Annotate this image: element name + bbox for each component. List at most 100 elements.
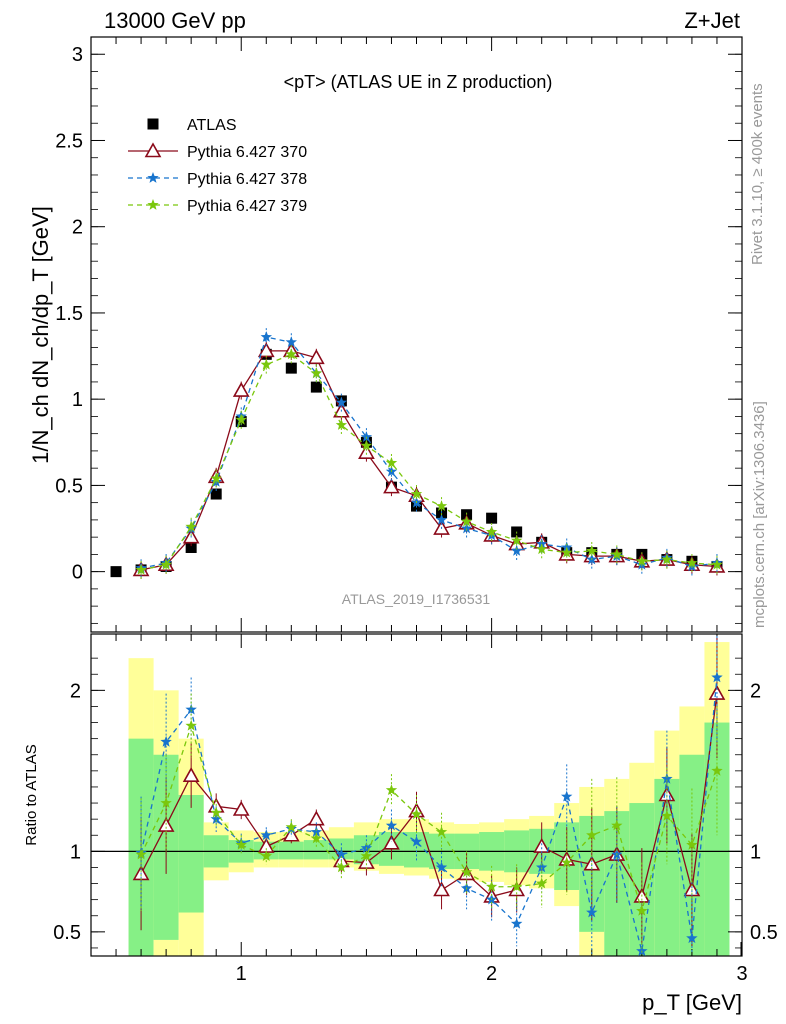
ratio-point <box>310 826 323 837</box>
ratio-point <box>686 838 698 850</box>
ratio-point <box>383 834 400 850</box>
data-point <box>358 444 375 459</box>
ratio-point <box>460 866 473 878</box>
data-point <box>510 534 523 546</box>
x-tick-label: 1 <box>236 963 247 985</box>
main-x-axis-ticks <box>115 37 718 632</box>
ratio-point <box>561 790 573 802</box>
data-point <box>360 431 373 442</box>
series-line <box>140 336 718 569</box>
data-point <box>485 529 498 541</box>
data-point <box>260 358 272 370</box>
legend-label: Pythia 6.427 379 <box>187 198 307 215</box>
data-point <box>210 488 222 500</box>
data-point <box>435 513 448 525</box>
x-tick-label: 3 <box>736 963 747 985</box>
ratio-point <box>160 797 172 808</box>
data-point <box>235 413 247 425</box>
data-point <box>285 362 297 374</box>
ratio-y-tick-label: 0.5 <box>53 922 81 944</box>
ratio-point <box>711 671 723 683</box>
data-point <box>686 560 698 572</box>
ratio-point <box>335 848 348 860</box>
ratio-y-tick-label: 2 <box>70 680 81 702</box>
data-point <box>310 381 322 393</box>
ratio-point <box>636 904 648 916</box>
data-point <box>486 512 498 524</box>
ratio-point <box>160 735 172 747</box>
ratio-point <box>410 808 423 820</box>
ratio-point <box>210 813 222 824</box>
data-point <box>686 557 698 568</box>
data-point <box>385 457 398 468</box>
ratio-point <box>561 856 573 868</box>
ratio-point <box>536 861 548 873</box>
data-point <box>460 522 473 534</box>
ratio-point <box>485 880 498 892</box>
ratio-point <box>711 764 723 776</box>
data-point <box>485 526 498 537</box>
data-point <box>185 541 197 553</box>
data-point <box>210 476 222 487</box>
ratio-point <box>510 880 523 892</box>
process-label: Z+Jet <box>684 8 740 33</box>
series-line <box>140 350 718 571</box>
ratio-point <box>260 850 272 861</box>
x-tick-label: 2 <box>486 963 497 985</box>
data-point <box>436 507 448 519</box>
legend-marker <box>144 142 162 158</box>
rivet-version-label: Rivet 3.1.10, ≥ 400k events <box>749 83 766 265</box>
ratio-point <box>235 838 247 850</box>
y-tick-label: 2 <box>72 217 83 239</box>
ratio-point <box>510 917 523 929</box>
legend-label: Pythia 6.427 378 <box>187 171 307 188</box>
ratio-point <box>335 861 348 873</box>
ratio-point <box>307 810 325 826</box>
data-point <box>510 544 523 556</box>
ratio-point <box>185 719 197 731</box>
data-point <box>335 419 348 430</box>
y-tick-label: 3 <box>72 44 83 66</box>
ratio-plot-panel: Ratio to ATLAS 0.5 0.5 1 1 2 2 1 2 3 p_T [GeV] <box>23 633 778 1015</box>
band-green <box>278 841 304 860</box>
ratio-point <box>260 829 272 841</box>
ratio-point <box>210 806 222 818</box>
data-point <box>636 555 648 567</box>
data-point <box>260 331 272 342</box>
analysis-watermark: ATLAS_2019_I1736531 <box>342 591 491 607</box>
data-point <box>360 439 373 451</box>
ratio-point <box>385 784 398 795</box>
y-tick-label: 0 <box>72 562 83 584</box>
data-point <box>135 563 147 575</box>
ratio-y-tick-label-right: 0.5 <box>750 922 778 944</box>
ratio-point <box>410 835 423 847</box>
data-point <box>536 543 548 555</box>
main-series-layer <box>110 328 726 579</box>
main-y-axis: 0 0.5 1 1.5 2 2.5 3 <box>55 44 742 624</box>
data-point <box>232 381 250 397</box>
mcplots-source-label: mcplots.cern.ch [arXiv:1306.3436] <box>751 401 768 628</box>
data-point <box>661 553 673 565</box>
main-plot-panel: <pT> (ATLAS UE in Z production) ATLAS_20… <box>28 36 743 633</box>
ratio-point <box>435 861 448 873</box>
data-point <box>307 349 325 365</box>
data-point <box>561 546 573 558</box>
ratio-x-axis: 1 2 3 <box>115 634 748 985</box>
ratio-point <box>385 819 398 831</box>
plot-title: <pT> (ATLAS UE in Z production) <box>284 72 553 92</box>
data-point <box>383 478 400 494</box>
data-point <box>285 336 297 348</box>
ratio-point <box>185 703 197 715</box>
main-y-axis-label: 1/N_ch dN_ch/dp_T [GeV] <box>28 206 53 464</box>
y-tick-label: 0.5 <box>55 475 83 497</box>
ratio-point <box>285 821 297 833</box>
ratio-point <box>536 877 548 889</box>
ratio-point <box>586 829 598 841</box>
legend-label: Pythia 6.427 370 <box>187 144 307 161</box>
ratio-series-line <box>140 723 718 914</box>
data-point <box>110 566 122 578</box>
band-green <box>303 840 329 860</box>
ratio-point <box>433 881 450 897</box>
data-point <box>460 515 473 527</box>
data-point <box>636 558 648 570</box>
